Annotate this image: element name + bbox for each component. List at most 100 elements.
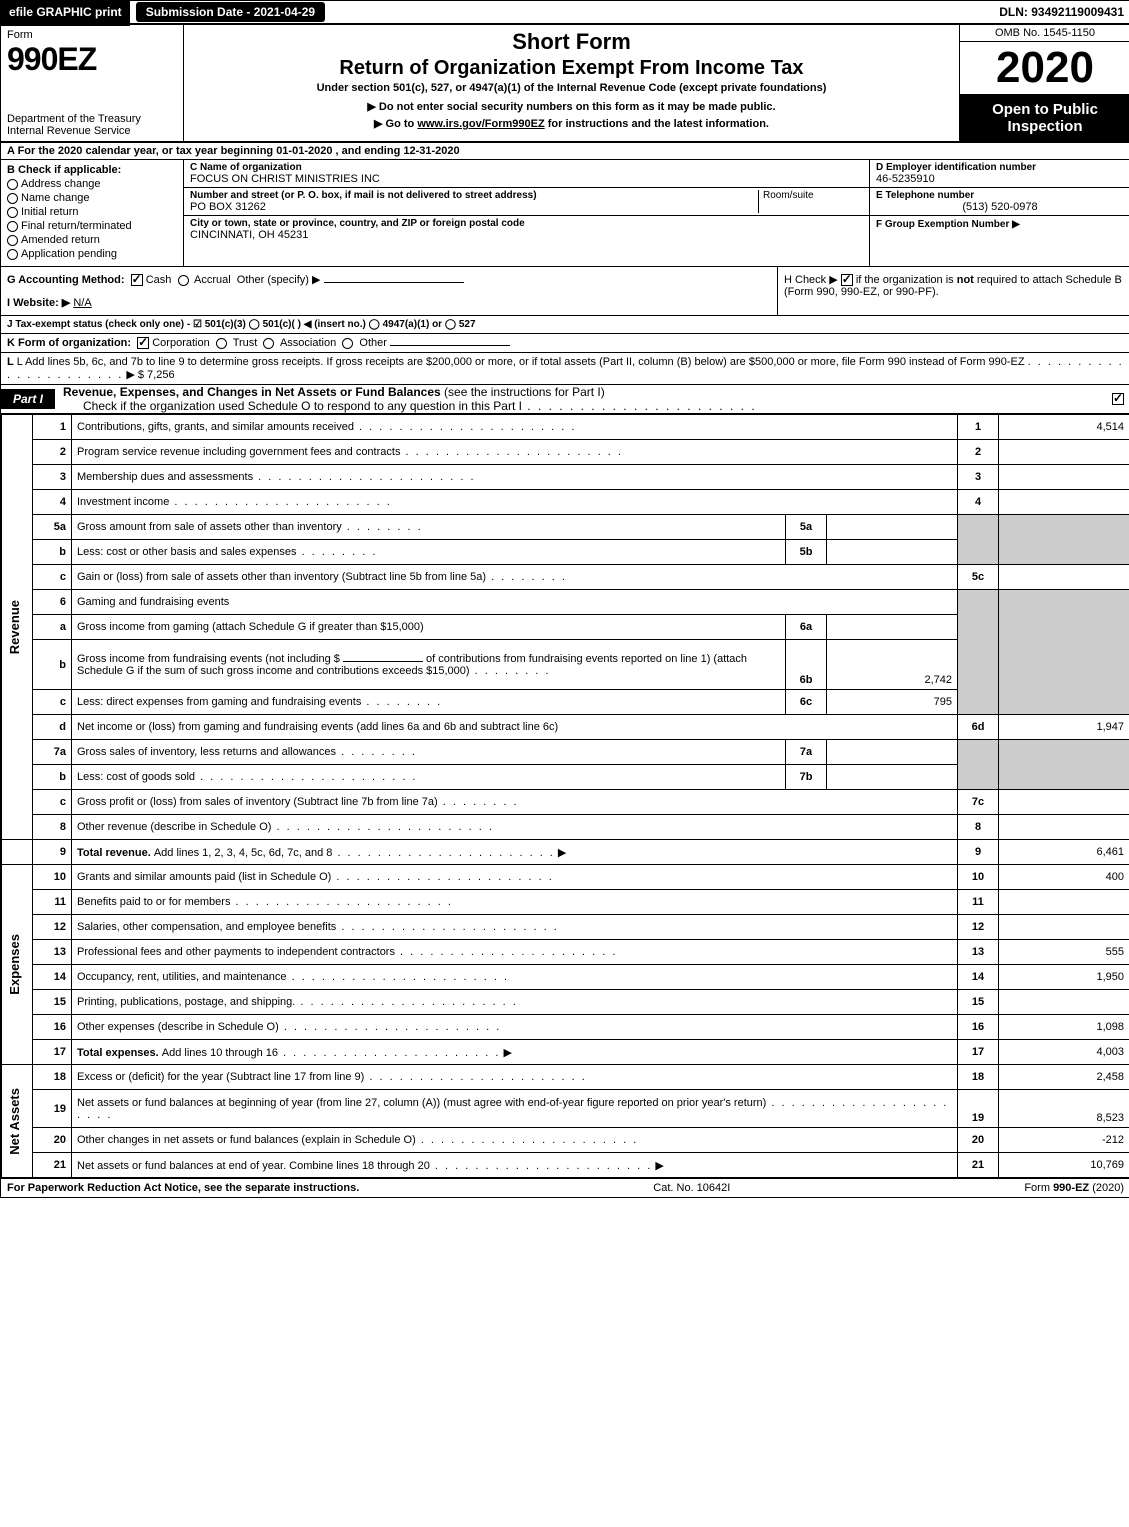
column-c: C Name of organization FOCUS ON CHRIST M…: [184, 160, 869, 266]
blank-vtab: [2, 840, 33, 865]
dots-icon: [297, 546, 378, 558]
part-1-table: Revenue 1 Contributions, gifts, grants, …: [1, 414, 1129, 1178]
k-label: K Form of organization:: [7, 337, 131, 349]
org-name-block: C Name of organization FOCUS ON CHRIST M…: [184, 160, 869, 188]
line-num: 13: [33, 940, 72, 965]
return-title: Return of Organization Exempt From Incom…: [192, 57, 951, 80]
j-text: J Tax-exempt status (check only one) - ☑…: [7, 319, 476, 330]
efile-print-button[interactable]: efile GRAPHIC print: [1, 0, 130, 26]
col-b-header: B Check if applicable:: [7, 164, 177, 176]
line-ref: 8: [958, 815, 999, 840]
mid-ref: 6b: [786, 640, 827, 690]
chk-cash[interactable]: [131, 274, 143, 286]
line-ref: 15: [958, 990, 999, 1015]
line-num: 6: [33, 590, 72, 615]
line-ref: 5c: [958, 565, 999, 590]
line-num: b: [33, 640, 72, 690]
table-row: 9 Total revenue. Add lines 1, 2, 3, 4, 5…: [2, 840, 1129, 865]
chk-corporation[interactable]: [137, 337, 149, 349]
chk-association[interactable]: [263, 338, 274, 349]
line-ref: 18: [958, 1065, 999, 1090]
section-b-through-f: B Check if applicable: Address change Na…: [1, 160, 1129, 267]
chk-application-pending[interactable]: Application pending: [7, 248, 177, 260]
line-value: [999, 440, 1129, 465]
total-exp-bold: Total expenses.: [77, 1047, 162, 1059]
part-1-header: Part I Revenue, Expenses, and Changes in…: [1, 385, 1129, 414]
row-a-tax-year: A For the 2020 calendar year, or tax yea…: [1, 143, 1129, 160]
org-name-value: FOCUS ON CHRIST MINISTRIES INC: [190, 173, 863, 185]
room-suite-label: Room/suite: [758, 190, 863, 213]
dots-icon: [279, 1021, 501, 1033]
line-ref: 4: [958, 490, 999, 515]
chk-initial-return[interactable]: Initial return: [7, 206, 177, 218]
accrual-label: Accrual: [194, 274, 231, 286]
chk-schedule-b[interactable]: [841, 274, 853, 286]
l-text: L Add lines 5b, 6c, and 7b to line 9 to …: [17, 356, 1025, 368]
chk-schedule-o[interactable]: [1112, 393, 1124, 405]
form-reference: Form 990-EZ (2020): [1024, 1182, 1124, 1194]
dots-icon: [470, 665, 551, 677]
line-num: 17: [33, 1040, 72, 1065]
line-num: 19: [33, 1090, 72, 1128]
under-section-text: Under section 501(c), 527, or 4947(a)(1)…: [192, 82, 951, 94]
dots-icon: [195, 771, 417, 783]
schedule-o-check-text: Check if the organization used Schedule …: [83, 399, 522, 413]
h-text4: (Form 990, 990-EZ, or 990-PF).: [784, 286, 939, 298]
line-value: 400: [999, 865, 1129, 890]
goto-post: for instructions and the latest informat…: [545, 118, 769, 130]
dots-icon: [278, 1047, 500, 1059]
chk-trust[interactable]: [216, 338, 227, 349]
phone-value: (513) 520-0978: [876, 201, 1124, 213]
line-ref: 16: [958, 1015, 999, 1040]
dots-icon: [416, 1134, 638, 1146]
grey-cell: [999, 740, 1129, 790]
table-row: 15 Printing, publications, postage, and …: [2, 990, 1129, 1015]
table-row: 20 Other changes in net assets or fund b…: [2, 1128, 1129, 1153]
l-amount: ▶ $ 7,256: [126, 369, 174, 381]
line-desc: Gross profit or (loss) from sales of inv…: [77, 796, 438, 808]
chk-amended-return[interactable]: Amended return: [7, 234, 177, 246]
line-desc: Other changes in net assets or fund bala…: [77, 1134, 416, 1146]
dots-icon: [287, 971, 509, 983]
line-desc: Investment income: [77, 496, 169, 508]
l6b-text1: Gross income from fundraising events (no…: [77, 653, 340, 665]
chk-name-change[interactable]: Name change: [7, 192, 177, 204]
table-row: 12 Salaries, other compensation, and emp…: [2, 915, 1129, 940]
line-ref: 19: [958, 1090, 999, 1128]
line-desc: Program service revenue including govern…: [77, 446, 400, 458]
line-num: 16: [33, 1015, 72, 1040]
line-value: 6,461: [999, 840, 1129, 865]
mid-ref: 5b: [786, 540, 827, 565]
line-num: c: [33, 565, 72, 590]
mid-ref: 6a: [786, 615, 827, 640]
chk-final-return[interactable]: Final return/terminated: [7, 220, 177, 232]
form-ref-pre: Form: [1024, 1182, 1053, 1194]
line-num: 3: [33, 465, 72, 490]
part-1-tab: Part I: [1, 389, 55, 409]
address-value: PO BOX 31262: [190, 201, 758, 213]
dots-icon: [336, 921, 558, 933]
line-value: [999, 790, 1129, 815]
page-footer: For Paperwork Reduction Act Notice, see …: [1, 1178, 1129, 1197]
part-1-subtitle: (see the instructions for Part I): [444, 385, 605, 399]
mid-ref: 6c: [786, 690, 827, 715]
chk-accrual[interactable]: [178, 275, 189, 286]
chk-address-change[interactable]: Address change: [7, 178, 177, 190]
chk-other-org[interactable]: [342, 338, 353, 349]
line-num: 14: [33, 965, 72, 990]
chk-label: Name change: [21, 192, 90, 204]
h-not: not: [957, 274, 974, 286]
goto-link[interactable]: www.irs.gov/Form990EZ: [417, 118, 544, 130]
dots-icon: [486, 571, 567, 583]
h-text1: H Check ▶: [784, 274, 841, 286]
part-1-title-text: Revenue, Expenses, and Changes in Net As…: [63, 385, 444, 399]
line-ref: 1: [958, 415, 999, 440]
line-desc: Net income or (loss) from gaming and fun…: [72, 715, 958, 740]
trust-label: Trust: [233, 337, 258, 349]
group-exemption-block: F Group Exemption Number ▶: [870, 216, 1129, 232]
arrow-icon: [652, 1160, 664, 1172]
dots-icon: [336, 746, 417, 758]
line-ref: 6d: [958, 715, 999, 740]
table-row: 13 Professional fees and other payments …: [2, 940, 1129, 965]
line-desc: Less: cost or other basis and sales expe…: [77, 546, 297, 558]
